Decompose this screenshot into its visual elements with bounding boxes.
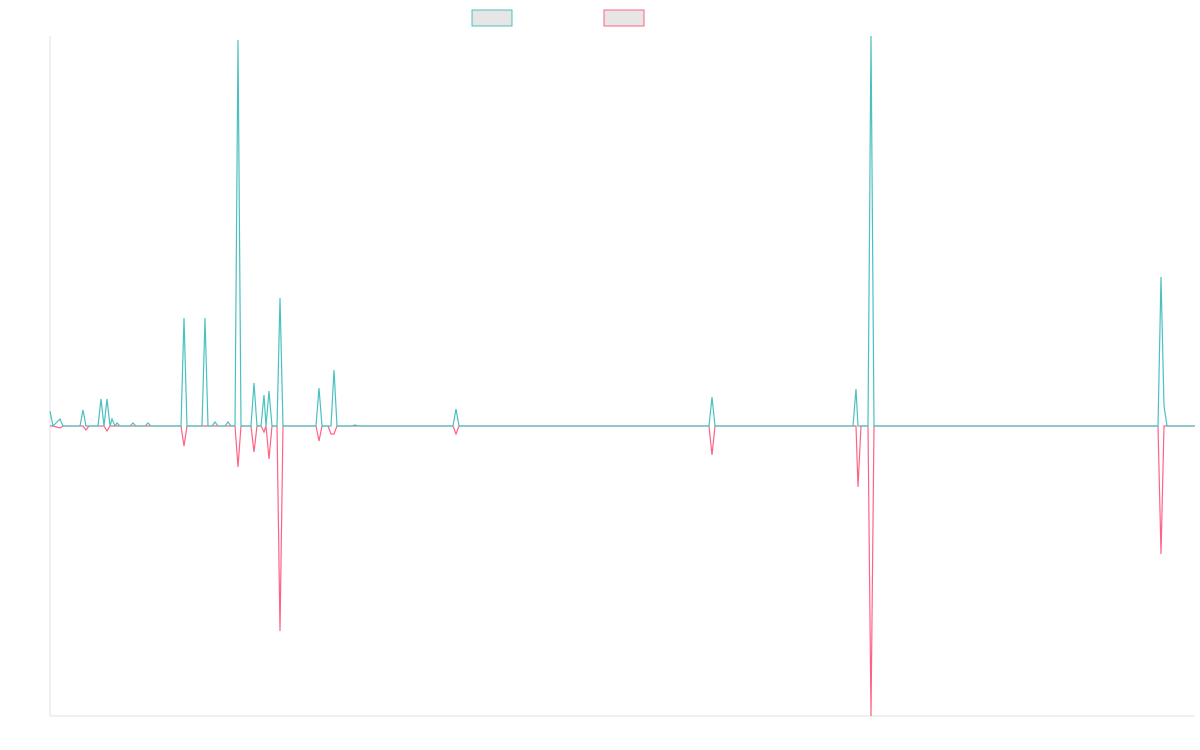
series-line	[49, 35, 1195, 428]
legend-swatch[interactable]	[603, 9, 645, 27]
legend-swatch[interactable]	[471, 9, 513, 27]
series-line	[50, 425, 1195, 717]
